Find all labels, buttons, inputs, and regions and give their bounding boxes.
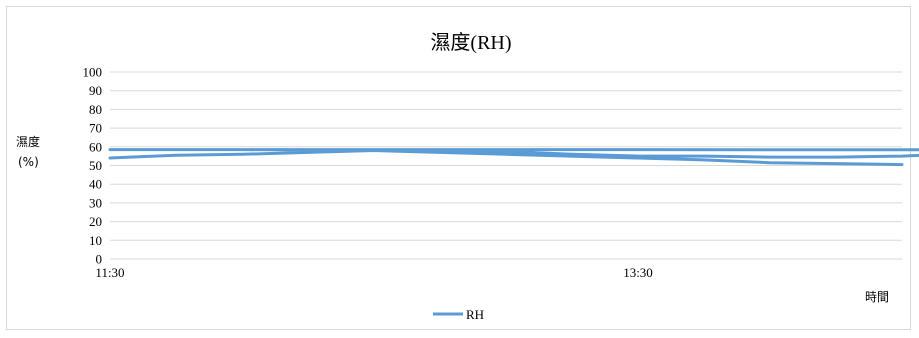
x-tick-label: 11:30 [95, 265, 124, 280]
y-tick-label: 80 [89, 102, 102, 117]
y-tick-label: 30 [89, 195, 102, 210]
y-tick-label: 100 [83, 65, 103, 80]
gridlines [110, 71, 902, 260]
chart-title: 濕度(RH) [430, 31, 511, 54]
x-axis-label: 時間 [865, 290, 889, 304]
y-tick-label: 60 [89, 139, 102, 154]
y-axis-label-line1: 濕度 [16, 134, 40, 149]
x-tick-label: 13:30 [623, 265, 653, 280]
y-tick-label: 50 [89, 158, 102, 173]
legend-label-rh: RH [466, 307, 484, 322]
series-line-rh [108, 148, 919, 167]
y-tick-label: 90 [89, 83, 102, 98]
y-tick-label: 70 [89, 121, 102, 136]
y-tick-label: 10 [89, 233, 102, 248]
x-axis-ticks: 11:3013:3015:3017:3019:3021:3023:3001:30… [95, 265, 653, 280]
y-axis-label-line2: (%) [18, 155, 39, 169]
chart-frame [6, 6, 911, 330]
series-layer [108, 148, 919, 167]
legend: RH [433, 307, 484, 322]
y-tick-label: 0 [96, 252, 103, 267]
y-tick-label: 40 [89, 177, 102, 192]
y-tick-label: 20 [89, 214, 102, 229]
y-axis-ticks: 0 10 20 30 40 50 60 70 80 90 100 [83, 65, 103, 267]
